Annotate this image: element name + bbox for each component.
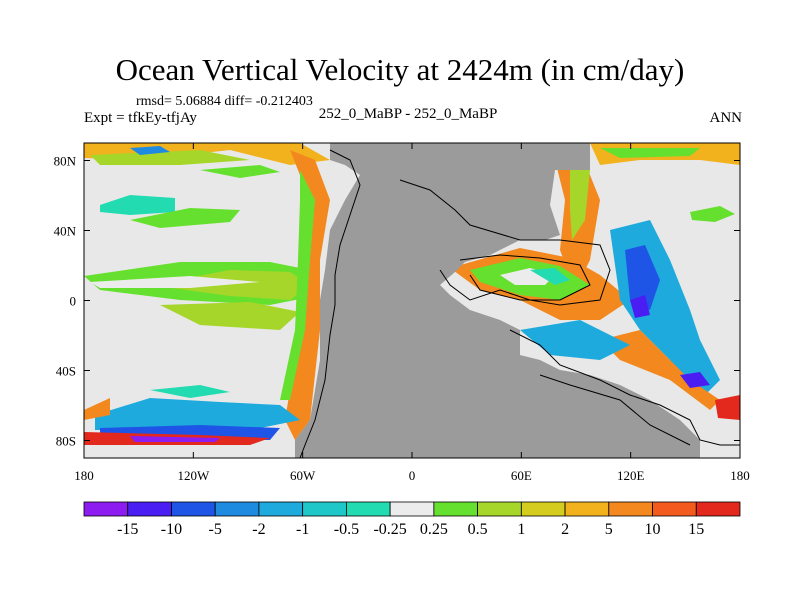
lon-tick-label: 180 <box>730 468 750 483</box>
colorbar-label: 0.5 <box>468 521 488 538</box>
coastline-south <box>509 329 740 446</box>
lat-tick-label: 40N <box>54 224 77 239</box>
land-gap-fill <box>600 390 670 440</box>
lat-tick-label: 80S <box>56 434 76 449</box>
coastline-tethys <box>399 179 611 306</box>
lat-tick-label: 80N <box>54 154 77 169</box>
case-label: 252_0_MaBP - 252_0_MaBP <box>318 106 498 122</box>
coastline-west <box>299 149 361 458</box>
map-plot-area <box>84 143 740 458</box>
colorbar-label: 2 <box>561 521 569 538</box>
east-purple-spot <box>630 295 650 318</box>
colorbar-swatch <box>171 501 216 517</box>
colorbar-swatch <box>389 501 435 517</box>
lon-tick-label: 0 <box>409 468 416 483</box>
east-boundary-green <box>280 170 315 400</box>
colorbar-swatch <box>258 501 304 517</box>
velocity-patterns <box>84 143 740 445</box>
south-band-orange <box>84 398 110 420</box>
south-margin-teal <box>520 320 630 360</box>
equatorial-tongue-white <box>90 276 260 288</box>
south-band-teal <box>95 398 300 430</box>
north-band-green <box>90 150 250 165</box>
lon-tick-label: 120W <box>177 468 210 483</box>
colorbar-swatch <box>652 501 697 517</box>
colorbar-label: -1 <box>296 521 309 538</box>
colorbar-label: -5 <box>209 521 222 538</box>
lon-tick-label: 180 <box>74 468 94 483</box>
colorbar-label: 10 <box>645 521 661 538</box>
east-band-orange <box>600 330 720 410</box>
colorbar-label: 0.25 <box>420 521 448 538</box>
colorbar-swatch <box>433 501 479 517</box>
map-title: Ocean Vertical Velocity at 2424m (in cm/… <box>115 52 685 87</box>
tethys-north-green <box>600 148 700 158</box>
stats-label: rmsd= 5.06884 diff= -0.212403 <box>136 94 313 109</box>
south-eq-green <box>160 302 300 330</box>
coastline-southeast <box>539 374 691 446</box>
lat-ticks: 80N 40N 0 40S 80S <box>54 154 740 449</box>
south-margin-red <box>715 395 740 420</box>
lon-tick-label: 60E <box>511 468 532 483</box>
colorbar-label: 15 <box>688 521 704 538</box>
green-patch-nw <box>130 208 240 228</box>
colorbar-swatch <box>127 501 172 517</box>
teal-patch-nw <box>100 195 175 215</box>
colorbar-label: -0.5 <box>334 521 359 538</box>
colorbar-swatch <box>608 501 653 517</box>
east-margin-green <box>570 170 590 240</box>
coastlines <box>299 149 740 458</box>
east-band-dark <box>625 245 660 310</box>
colorbar-swatch <box>214 501 260 517</box>
lon-tick-label: 60W <box>290 468 316 483</box>
lon-ticks: 180 120W 60W 0 60E 120E 180 <box>74 143 750 483</box>
colorbar-label: 1 <box>517 521 525 538</box>
colorbar-label: -10 <box>161 521 182 538</box>
coastline-inner <box>459 254 591 301</box>
colorbar-swatch <box>302 501 347 517</box>
season-label: ANN <box>709 110 743 126</box>
colorbar-label: -0.25 <box>373 521 406 538</box>
green-patch-ne <box>690 206 735 222</box>
green-streak-n <box>200 165 280 178</box>
colorbar-swatch <box>695 501 741 517</box>
colorbar-label: -2 <box>252 521 265 538</box>
south-band-purple <box>130 436 220 442</box>
north-band-blue <box>130 146 170 155</box>
lat-tick-label: 0 <box>70 294 77 309</box>
colorbar: -15 -10 -5 -2 -1 -0.5 -0.25 0.25 0.5 1 2 5 10 15 <box>83 501 741 538</box>
south-margin-blue <box>680 372 710 388</box>
colorbar-swatch <box>564 501 610 517</box>
colorbar-swatch <box>345 501 391 517</box>
lat-tick-label: 40S <box>56 364 76 379</box>
colorbar-swatch <box>83 501 129 517</box>
teal-patch-sw <box>150 385 230 398</box>
lon-tick-label: 120E <box>617 468 645 483</box>
inner-sea-teal <box>530 268 570 285</box>
colorbar-swatch <box>520 501 566 517</box>
colorbar-swatch <box>477 501 522 517</box>
experiment-label: Expt = tfkEy-tfjAy <box>84 110 197 126</box>
colorbar-label: 5 <box>605 521 613 538</box>
colorbar-label: -15 <box>117 521 138 538</box>
